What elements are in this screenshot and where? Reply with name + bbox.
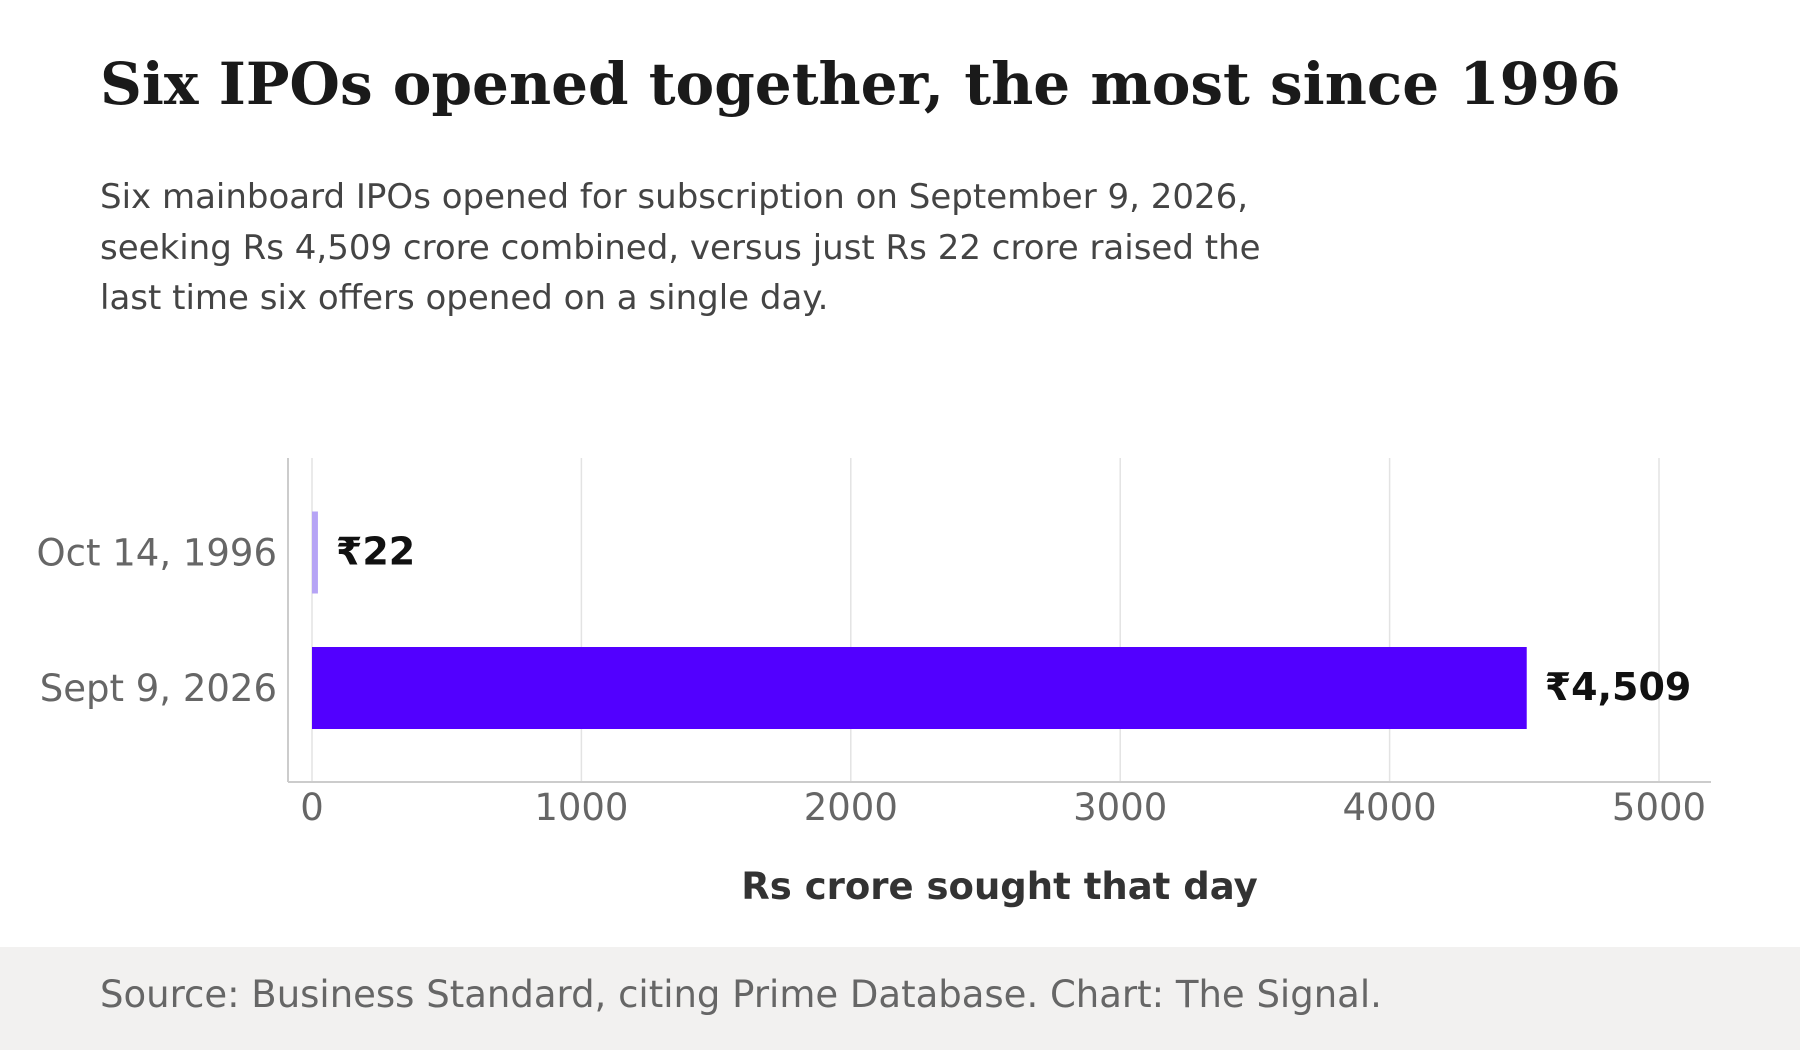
subtitle-line: Six mainboard IPOs opened for subscripti… [100, 177, 1249, 217]
x-tick-label: 0 [300, 786, 324, 829]
source-note: Source: Business Standard, citing Prime … [100, 973, 1382, 1016]
category-label: Sept 9, 2026 [40, 667, 277, 710]
x-tick-label: 2000 [804, 786, 898, 829]
chart-subtitle: Six mainboard IPOs opened for subscripti… [100, 172, 1400, 324]
x-axis-label: Rs crore sought that day [741, 865, 1257, 908]
x-tick-label: 5000 [1612, 786, 1706, 829]
bar [312, 511, 318, 594]
x-tick-label: 4000 [1343, 786, 1437, 829]
data-label: ₹4,509 [1545, 665, 1692, 709]
subtitle-line: seeking Rs 4,509 crore combined, versus … [100, 227, 1261, 268]
x-tick-label: 3000 [1073, 786, 1167, 829]
bar-chart: 0 1000 2000 3000 4000 5000 Rs crore sought tha… [37, 458, 1711, 908]
chart-title: Six IPOs opened together, the most since… [100, 50, 1621, 118]
category-label: Oct 14, 1996 [37, 532, 278, 575]
bar [312, 647, 1527, 729]
footer: Source: Business Standard, citing Prime … [0, 947, 1800, 1050]
subtitle-line: last time six offers opened on a single … [100, 278, 829, 318]
x-tick-label: 1000 [534, 786, 628, 829]
data-label: ₹22 [336, 530, 415, 574]
